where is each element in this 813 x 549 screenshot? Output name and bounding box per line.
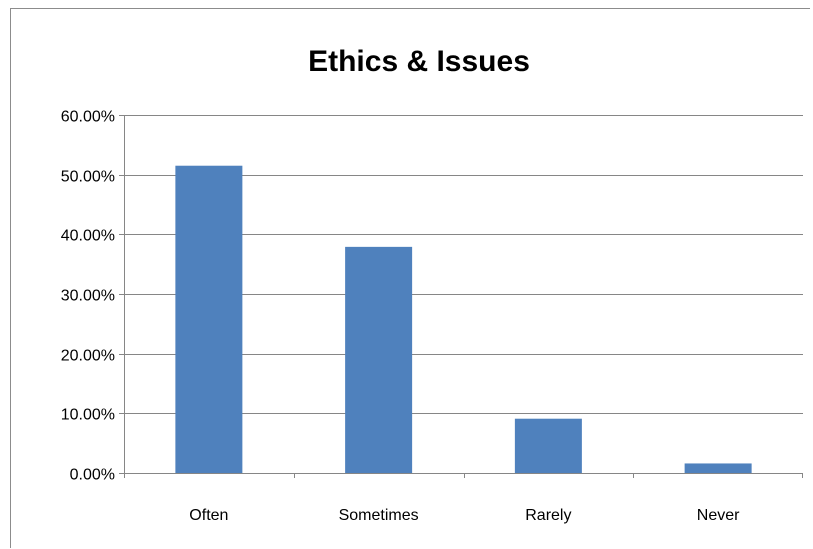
bar-sometimes — [345, 247, 412, 473]
chart-title: Ethics & Issues — [308, 45, 530, 78]
bars — [175, 166, 751, 473]
x-category-label-rarely: Rarely — [525, 507, 571, 524]
bar-chart: Ethics & Issues 0.00% 10.00% 20.00% 30.00% 4… — [11, 9, 811, 549]
bar-never — [685, 463, 752, 473]
y-tick-label-2: 20.00% — [61, 348, 115, 365]
y-tick-labels: 0.00% 10.00% 20.00% 30.00% 40.00% 50.00% 60.00… — [61, 109, 115, 484]
bar-often — [175, 166, 242, 473]
x-category-label-never: Never — [697, 507, 740, 524]
y-tick-label-6: 60.00% — [61, 109, 115, 126]
y-tick-label-5: 50.00% — [61, 169, 115, 186]
y-tick-label-0: 0.00% — [70, 467, 115, 484]
y-tick-label-4: 40.00% — [61, 228, 115, 245]
bar-rarely — [515, 419, 582, 473]
chart-frame: Ethics & Issues 0.00% 10.00% 20.00% 30.00% 4… — [10, 8, 810, 548]
y-tick-label-3: 30.00% — [61, 288, 115, 305]
x-category-label-sometimes: Sometimes — [339, 507, 419, 524]
x-category-labels: Often Sometimes Rarely Never — [189, 507, 740, 524]
y-tick-label-1: 10.00% — [61, 407, 115, 424]
x-category-label-often: Often — [189, 507, 228, 524]
